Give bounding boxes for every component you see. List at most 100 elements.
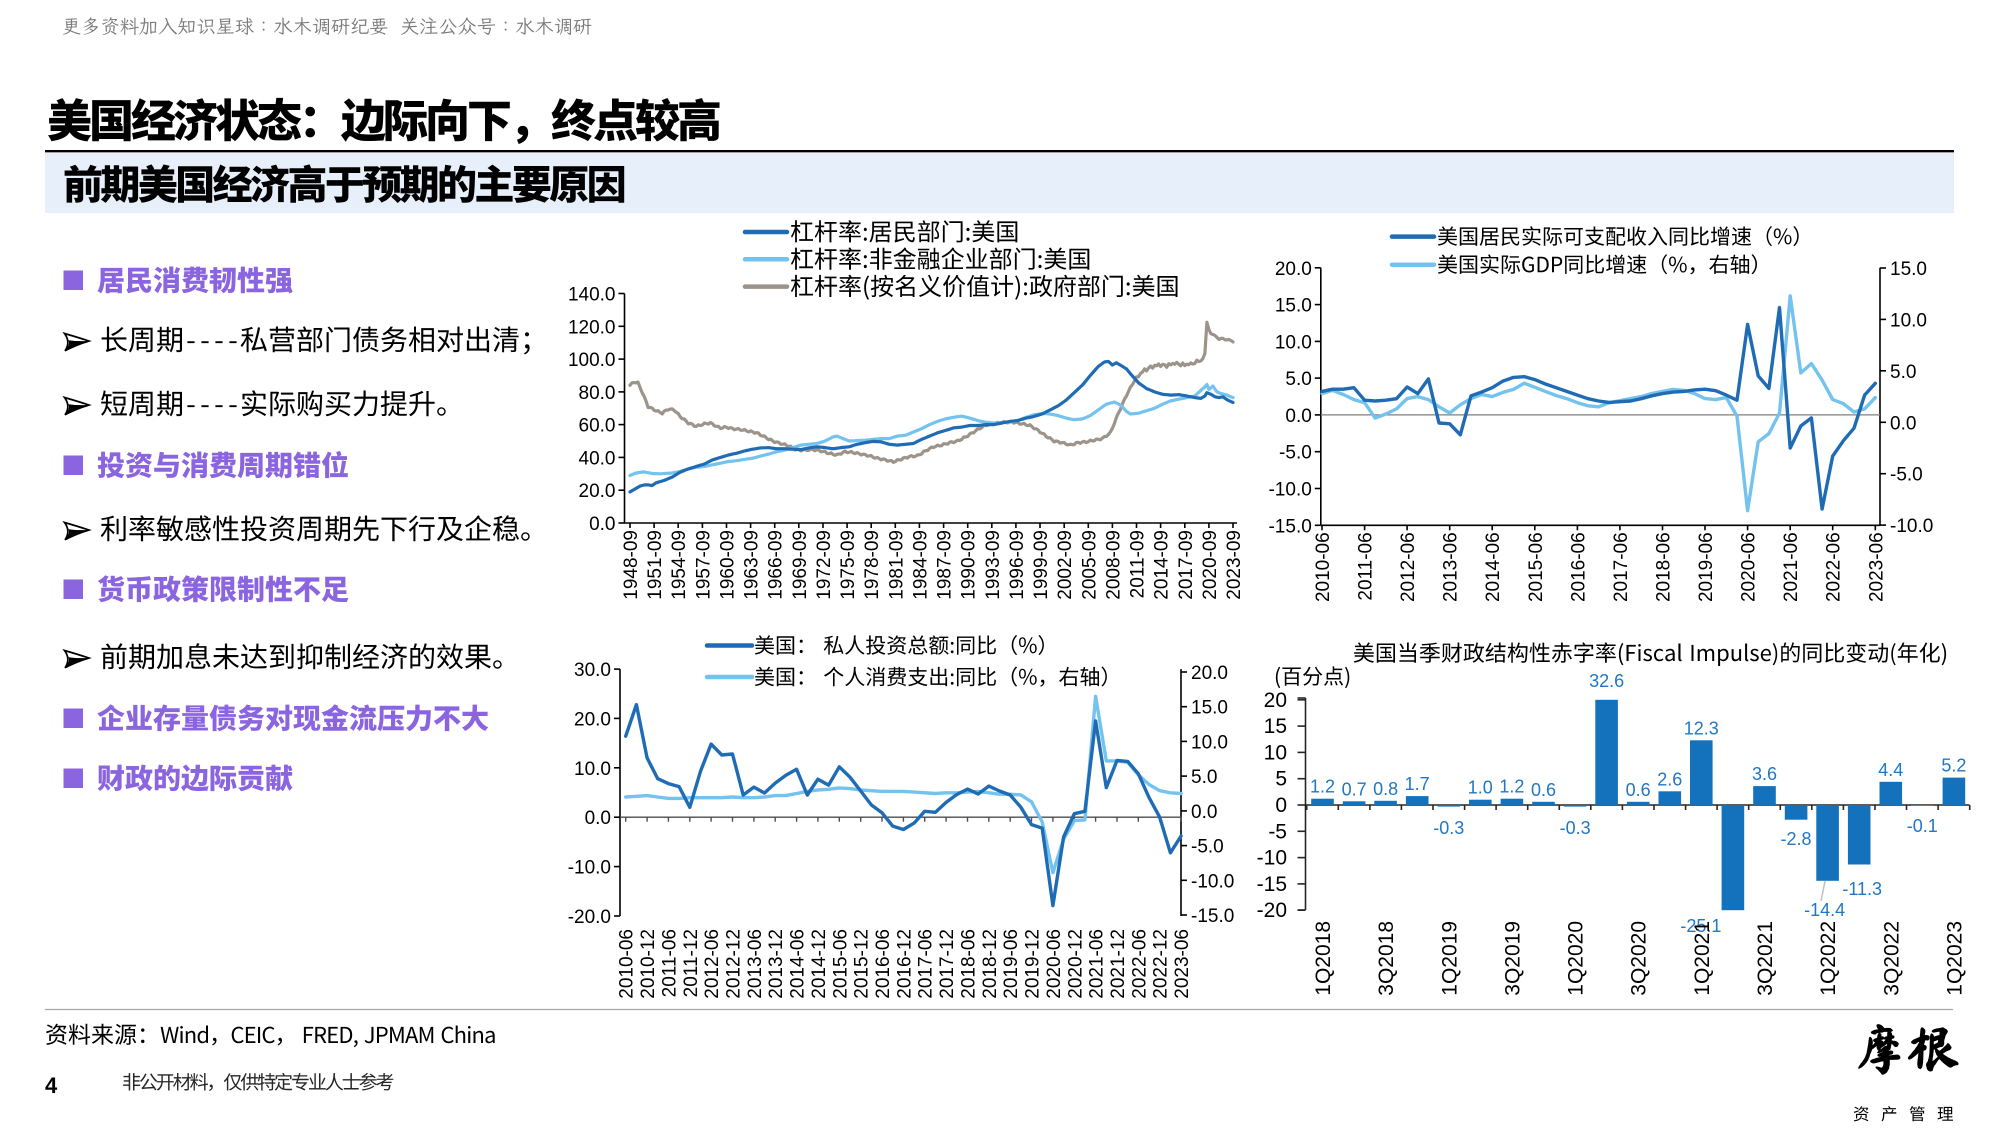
svg-text:10.0: 10.0 bbox=[1191, 732, 1228, 753]
svg-text:-25.1: -25.1 bbox=[1680, 916, 1721, 936]
svg-text:120.0: 120.0 bbox=[568, 317, 616, 338]
svg-text:20.0: 20.0 bbox=[579, 481, 616, 502]
svg-text:3Q2019: 3Q2019 bbox=[1501, 921, 1524, 996]
svg-text:1Q2022: 1Q2022 bbox=[1817, 921, 1840, 996]
svg-text:2014-06: 2014-06 bbox=[1483, 532, 1504, 602]
svg-text:2016-12: 2016-12 bbox=[894, 929, 915, 999]
svg-text:2014-06: 2014-06 bbox=[788, 929, 809, 999]
svg-text:0.0: 0.0 bbox=[1191, 802, 1217, 823]
svg-text:1996-09: 1996-09 bbox=[1007, 530, 1028, 600]
svg-text:4.4: 4.4 bbox=[1878, 760, 1903, 780]
svg-text:2011-06: 2011-06 bbox=[1356, 532, 1377, 600]
svg-text:2005-09: 2005-09 bbox=[1079, 530, 1100, 600]
svg-text:1957-09: 1957-09 bbox=[693, 530, 714, 600]
svg-text:1966-09: 1966-09 bbox=[766, 530, 787, 600]
svg-text:20.0: 20.0 bbox=[1275, 259, 1312, 280]
svg-text:2012-06: 2012-06 bbox=[702, 929, 723, 999]
svg-text:2010-12: 2010-12 bbox=[638, 929, 659, 999]
svg-text:1Q2020: 1Q2020 bbox=[1565, 921, 1588, 996]
svg-text:2023-06: 2023-06 bbox=[1866, 532, 1887, 602]
svg-text:1Q2021: 1Q2021 bbox=[1691, 921, 1714, 996]
svg-text:2013-06: 2013-06 bbox=[745, 929, 766, 999]
svg-text:2015-06: 2015-06 bbox=[1526, 532, 1547, 602]
svg-text:2020-06: 2020-06 bbox=[1739, 532, 1760, 602]
svg-text:-10.0: -10.0 bbox=[1268, 480, 1311, 501]
svg-text:0.8: 0.8 bbox=[1373, 779, 1398, 799]
svg-text:1.2: 1.2 bbox=[1499, 777, 1524, 797]
svg-text:20.0: 20.0 bbox=[1191, 663, 1228, 684]
svg-text:-10.0: -10.0 bbox=[1191, 871, 1234, 892]
svg-text:2010-06: 2010-06 bbox=[1313, 532, 1334, 602]
svg-text:-0.1: -0.1 bbox=[1907, 816, 1938, 836]
svg-text:15.0: 15.0 bbox=[1890, 259, 1927, 280]
svg-text:2017-06: 2017-06 bbox=[1611, 532, 1632, 602]
svg-text:2019-06: 2019-06 bbox=[1696, 532, 1717, 602]
svg-text:2022-12: 2022-12 bbox=[1151, 929, 1172, 999]
svg-text:1972-09: 1972-09 bbox=[814, 530, 835, 600]
svg-text:0.0: 0.0 bbox=[1890, 413, 1916, 434]
svg-text:15.0: 15.0 bbox=[1191, 698, 1228, 719]
svg-text:-5.0: -5.0 bbox=[1279, 443, 1312, 464]
svg-text:1990-09: 1990-09 bbox=[959, 530, 980, 600]
svg-text:1969-09: 1969-09 bbox=[790, 530, 811, 600]
svg-text:2008-09: 2008-09 bbox=[1103, 530, 1124, 600]
svg-text:2019-12: 2019-12 bbox=[1023, 929, 1044, 999]
svg-text:-10.0: -10.0 bbox=[568, 858, 611, 879]
svg-text:32.6: 32.6 bbox=[1589, 671, 1624, 691]
svg-text:-10: -10 bbox=[1257, 847, 1287, 870]
svg-text:2022-06: 2022-06 bbox=[1824, 532, 1845, 602]
svg-text:2017-06: 2017-06 bbox=[916, 929, 937, 999]
svg-text:1.0: 1.0 bbox=[1468, 778, 1493, 798]
svg-text:3Q2020: 3Q2020 bbox=[1628, 921, 1651, 996]
svg-text:1Q2023: 1Q2023 bbox=[1943, 921, 1966, 996]
svg-text:2013-12: 2013-12 bbox=[766, 929, 787, 999]
svg-text:-5: -5 bbox=[1268, 820, 1287, 843]
svg-text:1951-09: 1951-09 bbox=[645, 530, 666, 600]
svg-text:1975-09: 1975-09 bbox=[838, 530, 859, 600]
svg-text:2012-12: 2012-12 bbox=[724, 929, 745, 999]
svg-text:2016-06: 2016-06 bbox=[1568, 532, 1589, 602]
svg-text:2021-06: 2021-06 bbox=[1781, 532, 1802, 602]
svg-text:2018-06: 2018-06 bbox=[959, 929, 980, 999]
svg-text:20: 20 bbox=[1264, 689, 1287, 712]
svg-text:1993-09: 1993-09 bbox=[983, 530, 1004, 600]
svg-text:1Q2019: 1Q2019 bbox=[1438, 921, 1461, 996]
svg-text:-0.3: -0.3 bbox=[1560, 818, 1591, 838]
svg-text:3Q2021: 3Q2021 bbox=[1754, 921, 1777, 996]
svg-text:2012-06: 2012-06 bbox=[1398, 532, 1419, 602]
svg-text:60.0: 60.0 bbox=[579, 416, 616, 437]
svg-text:1984-09: 1984-09 bbox=[910, 530, 931, 600]
svg-text:1954-09: 1954-09 bbox=[669, 530, 690, 600]
svg-text:2015-06: 2015-06 bbox=[830, 929, 851, 999]
svg-text:80.0: 80.0 bbox=[579, 383, 616, 404]
svg-text:-14.4: -14.4 bbox=[1804, 900, 1845, 920]
svg-text:2023-06: 2023-06 bbox=[1172, 929, 1193, 999]
svg-text:30.0: 30.0 bbox=[574, 660, 611, 681]
svg-text:5.2: 5.2 bbox=[1941, 756, 1966, 776]
svg-text:40.0: 40.0 bbox=[579, 448, 616, 469]
svg-text:2015-12: 2015-12 bbox=[852, 929, 873, 999]
svg-text:-20: -20 bbox=[1257, 899, 1287, 922]
svg-text:-5.0: -5.0 bbox=[1191, 837, 1224, 858]
svg-text:2011-12: 2011-12 bbox=[681, 929, 702, 997]
svg-text:-11.3: -11.3 bbox=[1842, 879, 1882, 899]
svg-text:-15: -15 bbox=[1257, 873, 1287, 896]
svg-text:0: 0 bbox=[1275, 794, 1287, 817]
svg-text:0.6: 0.6 bbox=[1626, 780, 1651, 800]
svg-text:3.6: 3.6 bbox=[1752, 764, 1777, 784]
svg-text:1981-09: 1981-09 bbox=[886, 530, 907, 600]
svg-text:1963-09: 1963-09 bbox=[742, 530, 763, 600]
svg-text:10.0: 10.0 bbox=[574, 759, 611, 780]
svg-text:15: 15 bbox=[1264, 715, 1287, 738]
svg-text:10.0: 10.0 bbox=[1890, 310, 1927, 331]
svg-text:2018-12: 2018-12 bbox=[980, 929, 1001, 999]
svg-text:2017-12: 2017-12 bbox=[937, 929, 958, 999]
svg-text:2014-09: 2014-09 bbox=[1152, 530, 1173, 600]
svg-text:2011-09: 2011-09 bbox=[1128, 530, 1149, 598]
svg-text:0.7: 0.7 bbox=[1342, 779, 1367, 799]
svg-text:140.0: 140.0 bbox=[568, 285, 616, 306]
svg-text:5: 5 bbox=[1275, 768, 1287, 791]
svg-text:5.0: 5.0 bbox=[1191, 767, 1217, 788]
svg-text:10.0: 10.0 bbox=[1275, 332, 1312, 353]
svg-text:-5.0: -5.0 bbox=[1890, 465, 1923, 486]
